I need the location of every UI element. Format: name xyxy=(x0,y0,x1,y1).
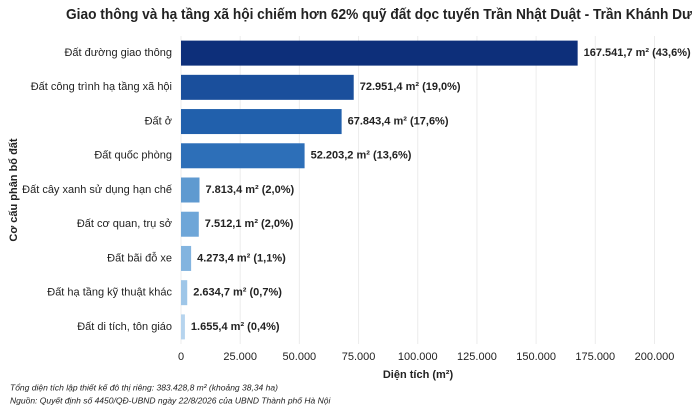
x-tick-label: 0 xyxy=(178,351,184,363)
value-label: 167.541,7 m² (43,6%) xyxy=(584,47,691,59)
bar xyxy=(181,314,185,340)
x-tick-label: 125.000 xyxy=(457,351,497,363)
footnote: Tổng diện tích lập thiết kế đô thị riêng… xyxy=(10,382,278,392)
x-tick-label: 50.000 xyxy=(283,351,317,363)
bar xyxy=(181,245,192,271)
y-tick-label: Đất công trình hạ tầng xã hội xyxy=(31,81,172,93)
x-tick-label: 100.000 xyxy=(398,351,438,363)
chart-title: Giao thông và hạ tầng xã hội chiếm hơn 6… xyxy=(66,6,692,23)
x-tick-label: 200.000 xyxy=(635,351,675,363)
y-tick-label: Đất hạ tầng kỹ thuật khác xyxy=(47,287,172,299)
bar xyxy=(181,109,342,135)
x-tick-label: 25.000 xyxy=(223,351,257,363)
x-tick-label: 75.000 xyxy=(342,351,376,363)
bar xyxy=(181,143,305,169)
y-tick-label: Đất quốc phòng xyxy=(94,150,172,162)
value-label: 72.951,4 m² (19,0%) xyxy=(360,81,461,93)
value-label: 4.273,4 m² (1,1%) xyxy=(197,252,286,264)
bar xyxy=(181,280,188,306)
y-tick-label: Đất bãi đỗ xe xyxy=(107,251,172,264)
footnote: Nguồn: Quyết định số 4450/QĐ-UBND ngày 2… xyxy=(10,395,331,405)
y-tick-label: Đất cơ quan, trụ sở xyxy=(77,218,172,230)
y-tick-label: Đất di tích, tôn giáo xyxy=(77,321,172,333)
bar xyxy=(181,211,199,237)
value-label: 7.813,4 m² (2,0%) xyxy=(205,184,294,196)
bar xyxy=(181,177,200,203)
y-tick-label: Đất cây xanh sử dụng hạn chế xyxy=(22,184,172,196)
value-label: 52.203,2 m² (13,6%) xyxy=(311,150,412,162)
bar xyxy=(181,40,578,66)
x-tick-label: 175.000 xyxy=(575,351,615,363)
y-tick-label: Đất ở xyxy=(145,115,172,127)
y-tick-label: Đất đường giao thông xyxy=(64,47,172,59)
y-axis-label: Cơ cấu phân bổ đất xyxy=(8,138,20,241)
x-tick-label: 150.000 xyxy=(516,351,556,363)
value-label: 2.634,7 m² (0,7%) xyxy=(193,287,282,299)
x-axis-label: Diện tích (m²) xyxy=(383,369,454,381)
value-label: 1.655,4 m² (0,4%) xyxy=(191,321,280,333)
bar xyxy=(181,74,354,100)
value-label: 7.512,1 m² (2,0%) xyxy=(205,218,294,230)
value-label: 67.843,4 m² (17,6%) xyxy=(348,115,449,127)
